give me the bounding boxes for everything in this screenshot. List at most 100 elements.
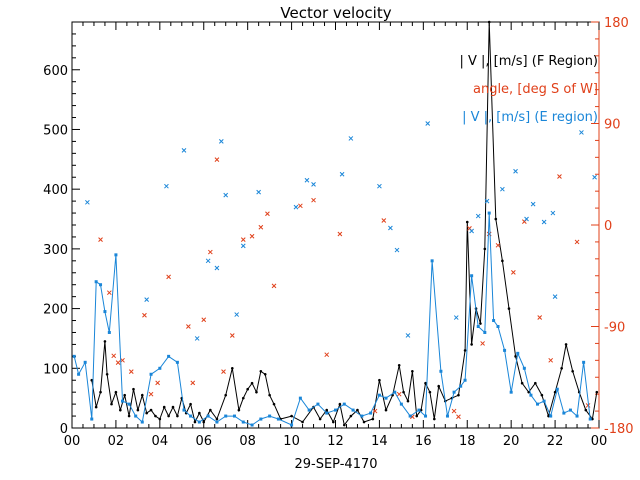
- data-point-x: [475, 213, 481, 219]
- data-point: [384, 408, 388, 412]
- data-point: [246, 387, 249, 391]
- data-point: [527, 390, 531, 394]
- y-right-tick-label: -90: [604, 321, 625, 336]
- y-right-tick-label: 0: [604, 219, 612, 234]
- series-layer: [72, 20, 599, 427]
- data-point: [268, 393, 271, 397]
- data-point-x: [128, 369, 134, 374]
- data-point: [384, 396, 388, 400]
- data-point: [452, 390, 456, 394]
- data-point: [476, 325, 480, 328]
- data-point-x: [377, 183, 382, 189]
- data-point: [522, 366, 526, 370]
- y-right-tick-label: 180: [604, 16, 629, 31]
- data-point-x: [574, 239, 580, 245]
- data-point: [424, 414, 428, 418]
- data-point: [182, 408, 186, 412]
- data-point-x: [271, 283, 277, 289]
- data-point: [393, 390, 397, 394]
- data-point: [158, 417, 162, 421]
- data-point-x: [142, 312, 147, 318]
- data-point: [520, 381, 524, 385]
- data-point: [575, 414, 579, 418]
- data-point: [230, 366, 234, 370]
- data-point: [250, 423, 254, 427]
- x-tick-label: 08: [239, 434, 256, 449]
- data-point-x: [166, 274, 171, 280]
- data-point: [114, 253, 118, 257]
- data-point: [325, 408, 329, 412]
- data-point-x: [106, 290, 112, 296]
- data-point: [83, 360, 87, 364]
- data-point: [119, 408, 122, 412]
- data-point: [107, 330, 111, 334]
- data-point: [149, 408, 153, 412]
- data-point: [560, 366, 563, 370]
- data-point-x: [348, 136, 354, 141]
- data-point: [334, 408, 337, 412]
- data-point: [483, 330, 487, 334]
- x-tick-label: 16: [415, 434, 432, 449]
- data-point: [99, 283, 103, 287]
- right-y-axis-ticks: -180 -90 0 90 180: [591, 16, 634, 437]
- data-point-x: [223, 192, 229, 198]
- data-point-x: [511, 270, 516, 275]
- data-point-x: [98, 237, 103, 243]
- data-point: [206, 414, 210, 418]
- data-point: [540, 393, 544, 397]
- data-point-x: [249, 233, 255, 239]
- data-point: [428, 390, 432, 394]
- data-point-x: [111, 353, 117, 359]
- data-point: [193, 420, 197, 424]
- data-point: [241, 420, 245, 424]
- data-point: [439, 369, 443, 373]
- data-point: [371, 417, 375, 421]
- data-point: [547, 414, 550, 418]
- data-point: [338, 402, 342, 406]
- data-point-x: [396, 391, 402, 397]
- data-point: [90, 378, 94, 382]
- data-point-x: [311, 182, 316, 187]
- data-point: [255, 390, 258, 394]
- y-right-tick-label: 90: [604, 118, 621, 133]
- data-point: [232, 414, 236, 418]
- data-point-x: [381, 218, 387, 223]
- data-point-x: [339, 171, 345, 177]
- data-point: [406, 399, 410, 403]
- data-point-x: [513, 168, 518, 174]
- data-point-x: [115, 360, 121, 365]
- y-left-tick-label: 400: [43, 183, 68, 198]
- data-point: [103, 340, 107, 343]
- x-tick-label: 14: [371, 434, 388, 449]
- y-left-tick-label: 300: [43, 243, 68, 258]
- y-right-tick-label: -180: [604, 422, 634, 437]
- data-point: [568, 408, 572, 412]
- data-point: [158, 366, 162, 370]
- data-point-x: [480, 341, 485, 346]
- data-point: [316, 402, 320, 406]
- data-point: [459, 384, 463, 388]
- data-point: [457, 393, 460, 397]
- data-point-x: [85, 199, 90, 205]
- data-point-x: [201, 317, 207, 323]
- data-point: [237, 408, 241, 412]
- data-point-x: [194, 336, 200, 341]
- data-point: [134, 414, 138, 418]
- data-point-x: [304, 177, 310, 183]
- data-point-x: [548, 357, 554, 363]
- data-point: [509, 390, 513, 394]
- data-point-x: [579, 130, 584, 135]
- data-point: [290, 423, 294, 427]
- data-point: [562, 411, 566, 415]
- data-point: [591, 417, 594, 421]
- data-point: [224, 414, 228, 418]
- data-point: [325, 411, 329, 415]
- data-point-x: [207, 249, 213, 255]
- x-tick-label: 12: [327, 434, 344, 449]
- data-point: [507, 307, 511, 310]
- data-point: [167, 354, 171, 358]
- data-point-x: [221, 369, 226, 374]
- data-point: [595, 390, 599, 394]
- data-point: [167, 414, 170, 418]
